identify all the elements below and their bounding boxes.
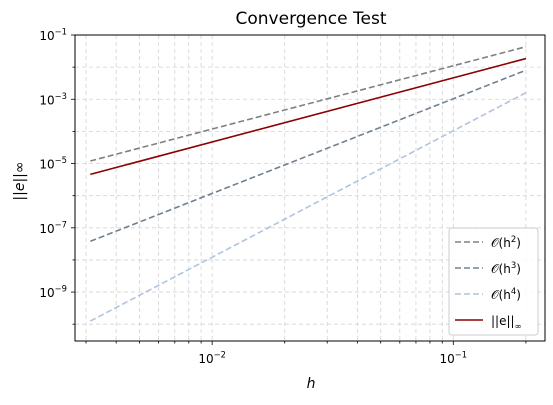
y-tick-label: 10−9 — [39, 284, 67, 300]
y-tick-label: 10−7 — [39, 219, 67, 235]
axes: 10−2 10−1 10−1 10−3 10−5 10−7 10−9 — [39, 27, 546, 366]
chart-title: Convergence Test — [236, 9, 387, 29]
legend-label: ||e||∞ — [491, 314, 522, 332]
series-line-1 — [90, 45, 527, 162]
series-line-2 — [90, 69, 527, 243]
y-tick-label: 10−1 — [39, 27, 67, 43]
legend: 𝒪(h2) 𝒪(h3) 𝒪(h4) ||e||∞ — [448, 227, 539, 336]
legend-box — [448, 227, 539, 336]
legend-label: 𝒪(h2) — [491, 235, 521, 250]
x-tick-label: 10−1 — [439, 350, 467, 366]
series-line-4 — [90, 57, 527, 176]
y-tick-label: 10−5 — [39, 155, 67, 171]
series-lines — [89, 45, 527, 322]
legend-label: 𝒪(h4) — [491, 287, 521, 302]
y-tick-label: 10−3 — [39, 91, 67, 107]
x-axis-label: h — [307, 376, 316, 392]
legend-label: 𝒪(h3) — [491, 261, 521, 276]
plot-frame — [74, 34, 546, 342]
x-tick-label: 10−2 — [198, 350, 226, 366]
series-line-3 — [89, 91, 527, 322]
y-axis-label: ||e||∞ — [12, 161, 28, 200]
